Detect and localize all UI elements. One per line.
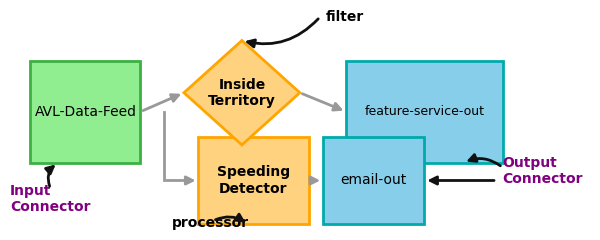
Text: Speeding
Detector: Speeding Detector bbox=[217, 165, 290, 196]
Text: filter: filter bbox=[326, 10, 364, 24]
FancyBboxPatch shape bbox=[31, 61, 140, 163]
Text: email-out: email-out bbox=[341, 174, 407, 187]
FancyBboxPatch shape bbox=[323, 137, 424, 224]
Text: feature-service-out: feature-service-out bbox=[364, 105, 484, 118]
Text: Output
Connector: Output Connector bbox=[503, 156, 583, 186]
Text: processor: processor bbox=[172, 216, 250, 230]
Text: Inside
Territory: Inside Territory bbox=[208, 78, 276, 108]
FancyBboxPatch shape bbox=[346, 61, 503, 163]
FancyBboxPatch shape bbox=[199, 137, 308, 224]
Text: Input
Connector: Input Connector bbox=[10, 184, 91, 214]
Text: AVL-Data-Feed: AVL-Data-Feed bbox=[34, 105, 136, 119]
Polygon shape bbox=[184, 41, 300, 145]
